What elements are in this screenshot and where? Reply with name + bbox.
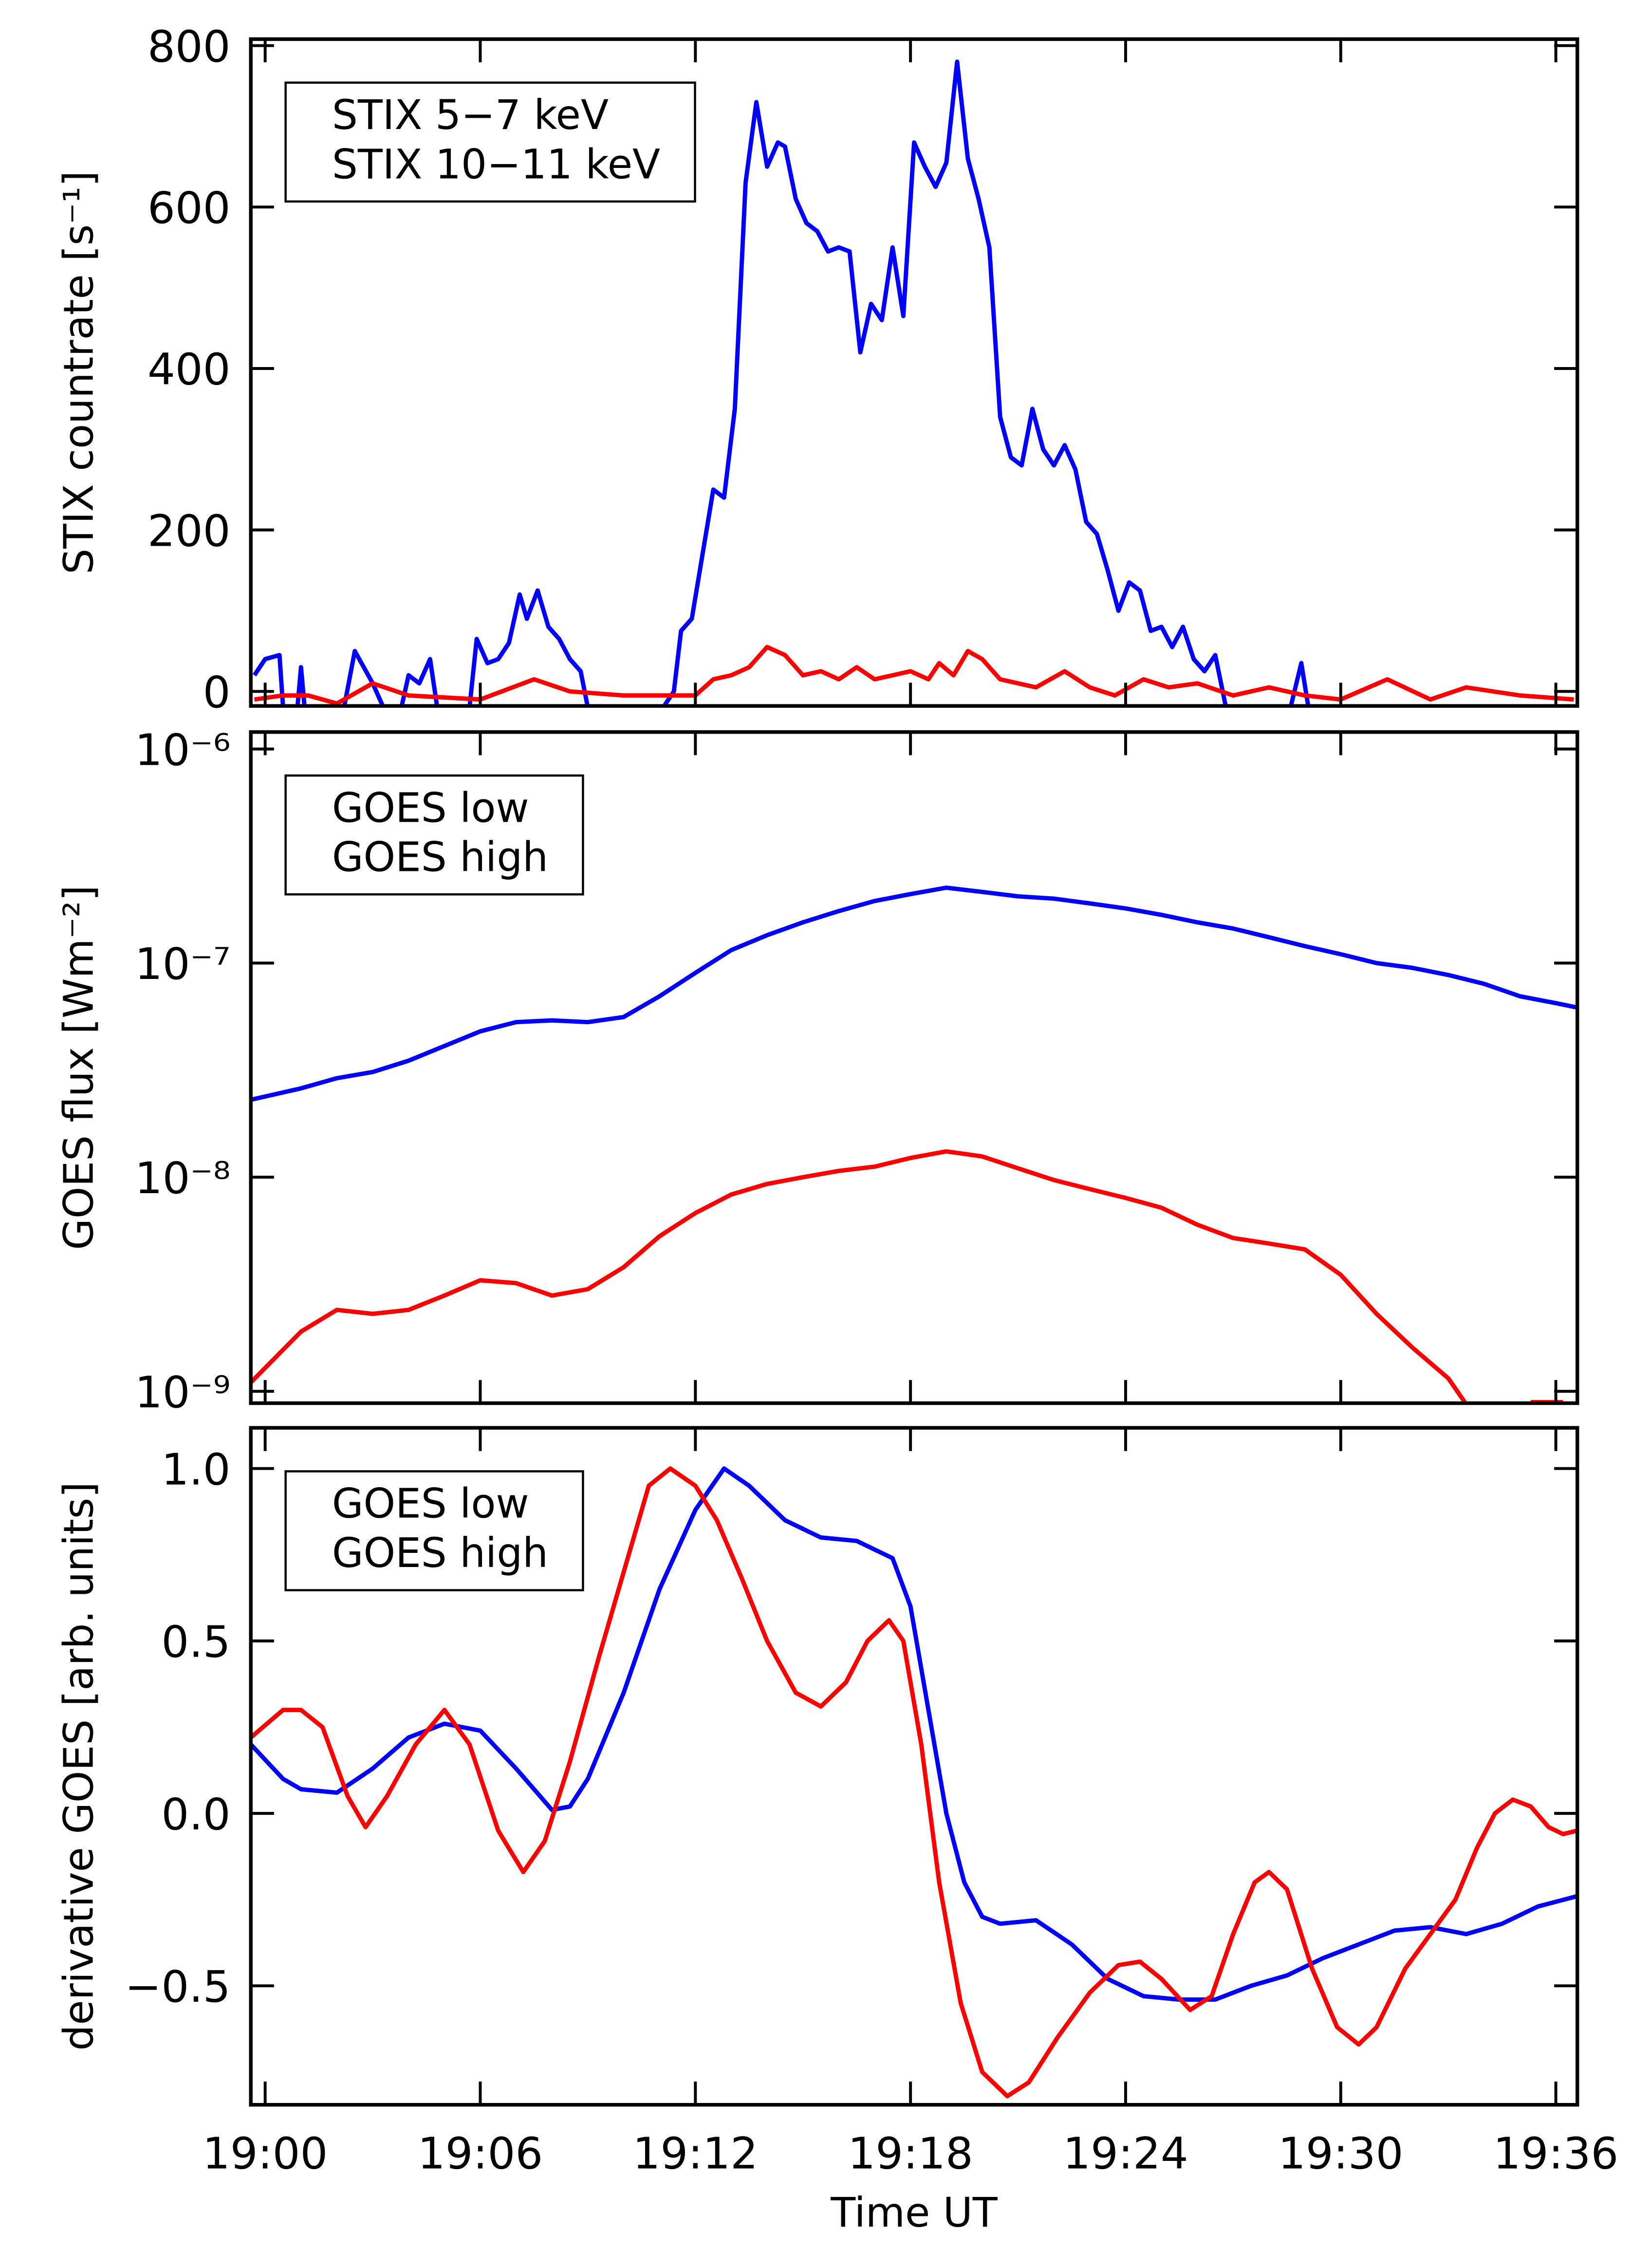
legend-label: GOES high [332, 1530, 548, 1577]
y-tick-label: 200 [148, 506, 231, 556]
legend-box [284, 774, 584, 896]
panel: −0.5 0.0 0.5 1.0 19:00 19:06 19:12 19:18 19:24 19… [56, 1426, 1618, 2236]
y-axis-label: derivative GOES [arb. units] [56, 1482, 103, 2051]
legend-label: GOES high [332, 834, 548, 881]
x-tick-label: 19:36 [1493, 2129, 1618, 2179]
legend-box [284, 1470, 584, 1591]
legend-label: GOES low [332, 1480, 529, 1528]
x-tick-label: 19:12 [633, 2129, 758, 2179]
y-tick-label: −0.5 [125, 1962, 231, 2012]
y-tick-label: 0 [203, 667, 231, 718]
legend-label: STIX 10−11 keV [332, 141, 660, 188]
x-tick-label: 19:24 [1063, 2129, 1188, 2179]
legend-label: GOES low [332, 784, 529, 831]
x-tick-label: 19:30 [1278, 2129, 1403, 2179]
data-line [252, 59, 1574, 706]
y-tick-label: 1.0 [161, 1444, 230, 1495]
y-tick-label: 10⁻⁸ [135, 1153, 231, 1204]
panel: 10⁻⁹ 10⁻⁸ 10⁻⁷ 10⁻⁶ GOES flux [Wm⁻²] GOES low… [56, 725, 1579, 1418]
x-tick-label: 19:18 [848, 2129, 973, 2179]
frame [249, 730, 1579, 1405]
frame [249, 37, 1579, 708]
x-tick-label: 19:06 [418, 2129, 543, 2179]
y-tick-label: 0.0 [161, 1789, 230, 1840]
y-tick-label: 10⁻⁶ [135, 725, 231, 775]
y-tick-label: 0.5 [161, 1617, 230, 1668]
y-axis-label: GOES flux [Wm⁻²] [56, 885, 103, 1250]
legend-box [284, 81, 696, 203]
data-line [251, 1466, 1577, 2002]
y-tick-label: 400 [148, 345, 231, 395]
x-tick-label: 19:00 [203, 2129, 328, 2179]
y-axis-label: STIX countrate [s⁻¹] [56, 171, 103, 574]
frame [249, 1426, 1579, 2107]
data-line [254, 645, 1574, 706]
y-tick-label: 800 [148, 21, 231, 72]
y-tick-label: 10⁻⁷ [135, 939, 231, 990]
data-line [251, 885, 1577, 1102]
panel: 0 200 400 600 800 STIX countrate [s⁻¹] STIX 5−… [56, 21, 1579, 718]
y-tick-label: 600 [148, 183, 231, 234]
data-line [251, 1466, 1577, 2099]
y-tick-label: 10⁻⁹ [135, 1367, 231, 1418]
x-axis-label: Time UT [830, 2189, 998, 2236]
legend-label: STIX 5−7 keV [332, 92, 609, 139]
